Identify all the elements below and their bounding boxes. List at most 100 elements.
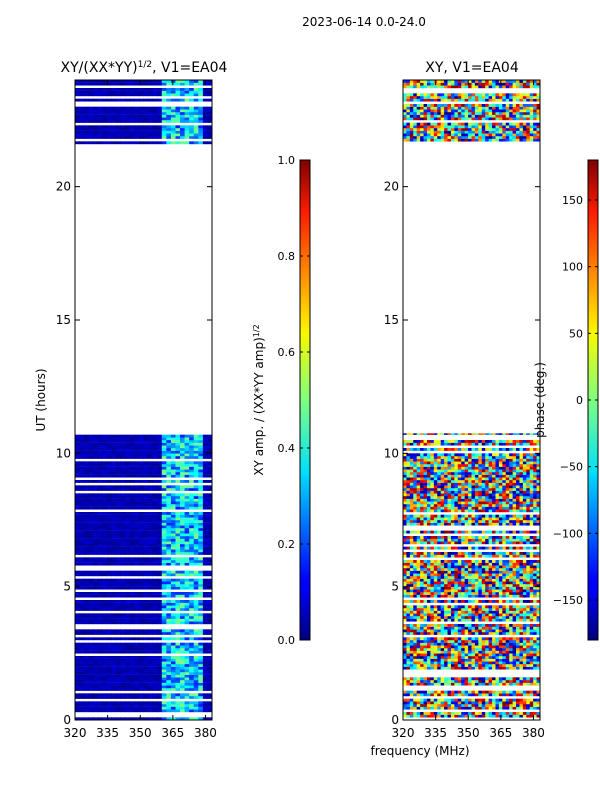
heatmap-cell xyxy=(478,637,483,641)
heatmap-cell xyxy=(461,640,466,643)
heatmap-cell xyxy=(450,570,455,574)
heatmap-cell xyxy=(125,450,131,454)
heatmap-cell xyxy=(97,693,103,697)
heatmap-cell xyxy=(509,594,513,598)
heatmap-cell xyxy=(84,128,90,131)
heatmap-cell xyxy=(180,434,185,438)
heatmap-cell xyxy=(180,93,185,97)
heatmap-cell xyxy=(512,578,517,582)
heatmap-cell xyxy=(120,522,126,526)
heatmap-cell xyxy=(189,434,195,438)
heatmap-cell xyxy=(79,114,85,118)
heatmap-cell xyxy=(88,461,94,465)
heatmap-cell xyxy=(166,688,172,691)
heatmap-cell xyxy=(166,506,172,510)
heatmap-cell xyxy=(180,592,185,595)
heatmap-cell xyxy=(148,669,154,673)
heatmap-cell xyxy=(102,586,108,590)
heatmap-cell xyxy=(485,658,490,662)
heatmap-cell xyxy=(116,616,122,619)
heatmap-cell xyxy=(88,642,94,646)
heatmap-cell xyxy=(116,629,122,633)
heatmap-cell xyxy=(426,650,431,654)
heatmap-cell xyxy=(125,536,131,539)
heatmap-cell xyxy=(450,581,455,585)
heatmap-cell xyxy=(88,600,94,603)
heatmap-cell xyxy=(193,533,199,537)
heatmap-cell xyxy=(468,589,472,593)
heatmap-cell xyxy=(120,512,126,515)
heatmap-cell xyxy=(193,461,199,465)
heatmap-cell xyxy=(157,474,163,478)
heatmap-cell xyxy=(193,608,199,611)
heatmap-cell xyxy=(522,605,527,609)
heatmap-cell xyxy=(79,525,85,529)
heatmap-cell xyxy=(184,672,190,675)
heatmap-cell xyxy=(189,618,195,622)
heatmap-cell xyxy=(97,704,103,707)
heatmap-cell xyxy=(102,506,108,510)
heatmap-cell xyxy=(440,640,445,643)
x-tick-label: 365 xyxy=(161,726,184,740)
heatmap-cell xyxy=(437,605,442,609)
heatmap-cell xyxy=(440,613,445,617)
heatmap-cell xyxy=(409,650,414,654)
heatmap-cell xyxy=(202,504,208,507)
heatmap-cell xyxy=(454,677,459,681)
heatmap-cell xyxy=(464,680,469,683)
heatmap-cell xyxy=(488,693,493,697)
heatmap-cell xyxy=(423,648,428,651)
heatmap-cell xyxy=(143,120,149,123)
heatmap-cell xyxy=(202,522,208,526)
heatmap-cell xyxy=(111,450,117,454)
heatmap-cell xyxy=(474,608,479,611)
heatmap-cell xyxy=(413,645,418,649)
heatmap-cell xyxy=(450,690,455,694)
heatmap-cell xyxy=(175,442,181,446)
heatmap-cell xyxy=(420,714,424,718)
heatmap-cell xyxy=(138,666,144,670)
heatmap-cell xyxy=(437,578,442,582)
heatmap-cell xyxy=(161,82,167,86)
heatmap-cell xyxy=(207,629,213,633)
heatmap-cell xyxy=(440,698,445,702)
heatmap-cell xyxy=(189,656,195,659)
heatmap-cell xyxy=(143,656,149,659)
heatmap-cell xyxy=(138,469,144,473)
heatmap-cell xyxy=(111,613,117,617)
heatmap-cell xyxy=(93,666,99,670)
heatmap-cell xyxy=(437,608,442,611)
heatmap-cell xyxy=(474,586,479,590)
heatmap-cell xyxy=(485,656,490,659)
heatmap-cell xyxy=(88,546,94,550)
heatmap-cell xyxy=(492,682,496,686)
heatmap-cell xyxy=(406,616,411,619)
heatmap-cell xyxy=(75,445,80,449)
heatmap-cell xyxy=(403,589,407,593)
heatmap-cell xyxy=(184,680,190,683)
heatmap-cell xyxy=(409,568,414,571)
heatmap-cell xyxy=(437,624,442,627)
heatmap-cell xyxy=(106,114,112,118)
heatmap-cell xyxy=(450,706,455,710)
heatmap-cell xyxy=(161,512,167,515)
heatmap-cell xyxy=(170,514,176,518)
heatmap-cell xyxy=(161,552,167,555)
heatmap-cell xyxy=(433,648,438,651)
heatmap-cell xyxy=(440,704,445,707)
heatmap-cell xyxy=(148,584,154,587)
heatmap-cell xyxy=(84,672,90,675)
heatmap-cell xyxy=(509,581,513,585)
heatmap-cell xyxy=(138,672,144,675)
heatmap-cell xyxy=(416,701,421,705)
heatmap-cell xyxy=(505,690,510,694)
heatmap-cell xyxy=(125,442,131,446)
heatmap-cell xyxy=(457,586,462,590)
heatmap-cell xyxy=(440,581,445,585)
heatmap-cell xyxy=(413,653,418,657)
heatmap-cell xyxy=(138,493,144,497)
heatmap-cell xyxy=(102,93,108,97)
heatmap-cell xyxy=(134,666,140,670)
heatmap-cell xyxy=(175,517,181,521)
heatmap-cell xyxy=(409,613,414,617)
